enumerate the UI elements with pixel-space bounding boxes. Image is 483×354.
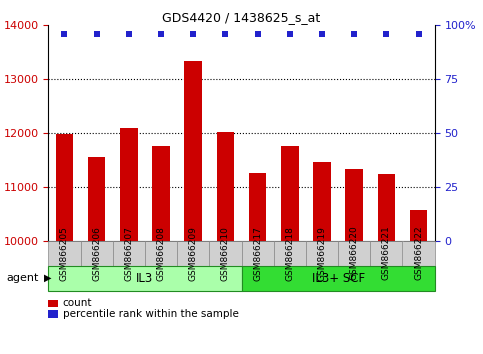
- Bar: [345, 169, 363, 241]
- Text: GSM866218: GSM866218: [285, 225, 294, 281]
- Bar: [120, 129, 138, 241]
- Bar: [185, 62, 202, 241]
- Text: GSM866219: GSM866219: [317, 225, 327, 281]
- Bar: [410, 210, 427, 241]
- Point: [93, 32, 100, 37]
- Point: [189, 32, 197, 37]
- Text: GSM866206: GSM866206: [92, 225, 101, 281]
- Bar: [56, 134, 73, 241]
- Bar: [378, 174, 395, 241]
- Text: GSM866205: GSM866205: [60, 225, 69, 281]
- Bar: [152, 146, 170, 241]
- Point: [286, 32, 294, 37]
- Point: [254, 32, 261, 37]
- Text: GSM866221: GSM866221: [382, 226, 391, 280]
- Title: GDS4420 / 1438625_s_at: GDS4420 / 1438625_s_at: [162, 11, 321, 24]
- Point: [383, 32, 390, 37]
- Bar: [313, 162, 331, 241]
- Point: [222, 32, 229, 37]
- Bar: [281, 146, 298, 241]
- Bar: [216, 132, 234, 241]
- Text: IL3: IL3: [136, 272, 154, 285]
- Text: agent: agent: [6, 273, 39, 283]
- Point: [318, 32, 326, 37]
- Text: GSM866217: GSM866217: [253, 225, 262, 281]
- Text: ▶: ▶: [43, 273, 51, 283]
- Text: GSM866209: GSM866209: [189, 225, 198, 281]
- Text: GSM866220: GSM866220: [350, 226, 359, 280]
- Text: GSM866207: GSM866207: [124, 225, 133, 281]
- Point: [350, 32, 358, 37]
- Bar: [249, 173, 267, 241]
- Point: [60, 32, 68, 37]
- Bar: [88, 157, 105, 241]
- Text: GSM866222: GSM866222: [414, 226, 423, 280]
- Point: [415, 32, 423, 37]
- Text: GSM866208: GSM866208: [156, 225, 166, 281]
- Text: IL3+ SCF: IL3+ SCF: [312, 272, 365, 285]
- Text: percentile rank within the sample: percentile rank within the sample: [63, 309, 239, 319]
- Text: GSM866210: GSM866210: [221, 225, 230, 281]
- Text: count: count: [63, 298, 92, 308]
- Point: [157, 32, 165, 37]
- Point: [125, 32, 133, 37]
